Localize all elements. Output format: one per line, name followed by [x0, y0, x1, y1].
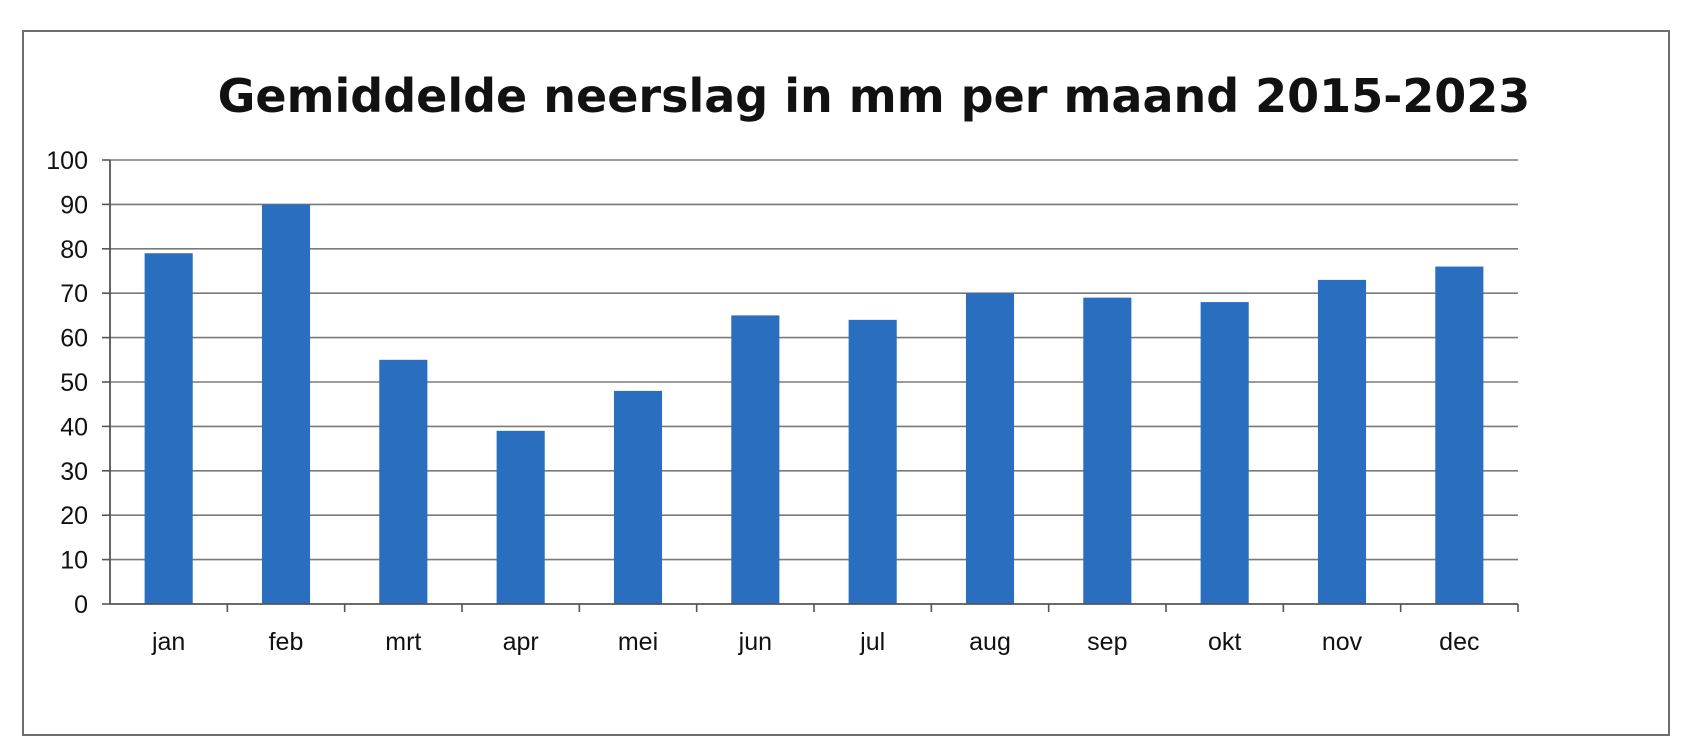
- chart-title: Gemiddelde neerslag in mm per maand 2015…: [218, 69, 1531, 123]
- y-tick-label: 60: [60, 325, 88, 353]
- x-tick-label-dec: dec: [1439, 628, 1479, 656]
- y-tick-label: 50: [60, 369, 88, 397]
- x-tick-label-jul: jul: [859, 628, 885, 656]
- x-tick-label-mei: mei: [618, 628, 658, 656]
- x-tick-label-aug: aug: [969, 628, 1011, 656]
- y-tick-label: 40: [60, 413, 88, 441]
- x-axis-tick-labels: jan feb mrt apr mei jun jul aug sep okt nov dec: [151, 628, 1480, 656]
- bar-apr: [496, 430, 545, 604]
- y-tick-label: 20: [60, 502, 88, 530]
- y-tick-label: 10: [60, 547, 88, 575]
- bar-okt: [1200, 302, 1249, 604]
- x-tick-label-feb: feb: [269, 628, 304, 656]
- bar-mei: [613, 390, 663, 604]
- bar-feb: [261, 204, 311, 604]
- y-tick-label: 70: [60, 280, 88, 308]
- bar-mrt: [379, 359, 428, 604]
- y-tick-label: 0: [74, 591, 88, 619]
- y-tick-label: 100: [46, 147, 88, 175]
- x-tick-label-sep: sep: [1087, 628, 1127, 656]
- bar-dec: [1435, 266, 1484, 604]
- bar-jan: [144, 253, 193, 605]
- x-tick-label-jan: jan: [151, 628, 185, 656]
- chart-frame: Gemiddelde neerslag in mm per maand 2015…: [22, 30, 1670, 736]
- bars: [144, 204, 1484, 605]
- x-tick-label-mrt: mrt: [385, 628, 421, 656]
- y-axis-tick-labels: 0 10 20 30 40 50 60 70 80 90 100: [46, 147, 88, 619]
- bar-aug: [965, 293, 1015, 604]
- bar-sep: [1083, 297, 1132, 604]
- x-tick-label-nov: nov: [1322, 628, 1363, 656]
- y-tick-label: 90: [60, 191, 88, 219]
- bar-jul: [848, 319, 897, 604]
- x-tick-label-okt: okt: [1208, 628, 1241, 656]
- bar-nov: [1317, 279, 1367, 604]
- x-tick-label-apr: apr: [503, 628, 539, 656]
- x-tick-label-jun: jun: [738, 628, 772, 656]
- bar-jun: [731, 315, 780, 604]
- y-tick-label: 30: [60, 458, 88, 486]
- bar-chart: Gemiddelde neerslag in mm per maand 2015…: [46, 69, 1531, 656]
- y-tick-label: 80: [60, 236, 88, 264]
- axes: [102, 159, 1519, 612]
- gridlines: [110, 159, 1518, 561]
